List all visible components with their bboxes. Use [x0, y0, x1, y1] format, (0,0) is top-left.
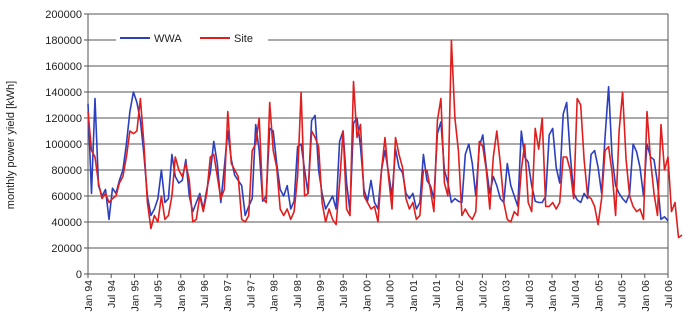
x-tick-label: Jan 98: [269, 280, 281, 312]
x-axis: Jan 94 Jul 94 Jan 95 Jul 95 Jan 96 Jul 96 Jan …: [83, 273, 675, 312]
x-tick-label: Jan 99: [315, 280, 327, 312]
y-tick-label: 40000: [51, 217, 82, 229]
x-tick-label: Jan 03: [501, 280, 513, 312]
x-tick-label: Jan 01: [408, 280, 420, 312]
y-tick-label: 100000: [45, 139, 82, 151]
x-tick-label: Jan 94: [83, 280, 95, 312]
x-tick-label: Jan 04: [547, 280, 559, 312]
x-tick-label: Jul 02: [477, 280, 489, 308]
x-tick-label: Jan 96: [176, 280, 188, 312]
x-tick-label: Jul 05: [617, 280, 629, 308]
x-tick-label: Jul 01: [431, 280, 443, 308]
y-tick-label: 80000: [51, 165, 82, 177]
legend-label-wwa: WWA: [154, 33, 182, 45]
y-tick-label: 160000: [45, 61, 82, 73]
y-axis: 0 20000 40000 60000 80000 100000 120000 140000 1…: [45, 9, 669, 281]
x-tick-label: Jan 00: [361, 280, 373, 312]
x-tick-label: Jul 94: [106, 280, 118, 308]
x-tick-label: Jan 05: [593, 280, 605, 312]
x-tick-label: Jul 98: [292, 280, 304, 308]
y-tick-label: 20000: [51, 243, 82, 255]
x-tick-label: Jul 99: [338, 280, 350, 308]
legend: WWA Site: [116, 28, 268, 46]
y-tick-label: 60000: [51, 191, 82, 203]
y-tick-label: 0: [76, 269, 82, 281]
y-tick-label: 180000: [45, 35, 82, 47]
x-tick-label: Jan 97: [222, 280, 234, 312]
grid-lines: [88, 13, 668, 275]
x-tick-label: Jan 02: [454, 280, 466, 312]
x-tick-label: Jul 96: [199, 280, 211, 308]
x-tick-label: Jul 04: [570, 280, 582, 308]
legend-background: [116, 28, 268, 46]
y-tick-label: 140000: [45, 87, 82, 99]
x-tick-label: Jul 97: [245, 280, 257, 308]
y-axis-label: monthly power yield [kWh]: [5, 81, 17, 209]
x-tick-label: Jul 95: [153, 280, 165, 308]
x-tick-label: Jan 06: [640, 280, 652, 312]
x-tick-label: Jul 06: [663, 280, 675, 308]
y-tick-label: 120000: [45, 113, 82, 125]
y-tick-label: 200000: [45, 9, 82, 21]
x-tick-label: Jan 95: [129, 280, 141, 312]
series-line-site: [87, 39, 683, 239]
x-tick-label: Jul 03: [524, 280, 536, 308]
series-lines: [87, 39, 683, 239]
legend-label-site: Site: [234, 33, 253, 45]
x-tick-label: Jul 00: [385, 280, 397, 308]
